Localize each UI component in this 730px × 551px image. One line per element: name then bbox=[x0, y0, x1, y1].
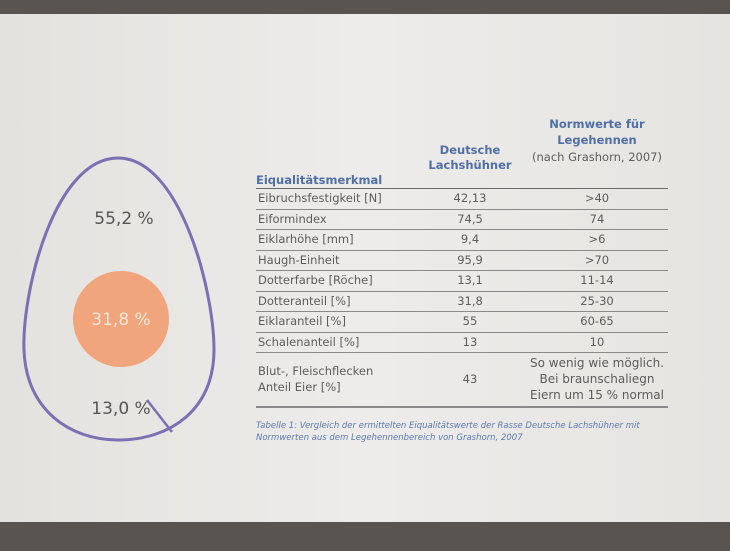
row-rule bbox=[256, 229, 668, 230]
cell: Dotterfarbe [Röche] bbox=[258, 272, 373, 288]
cell: 60-65 bbox=[517, 313, 677, 329]
header-cell: Deutsche bbox=[410, 143, 530, 158]
row-rule bbox=[256, 352, 668, 353]
cell: Dotteranteil [%] bbox=[258, 293, 351, 309]
cell: Blut-, Fleischflecken bbox=[258, 363, 373, 379]
cell: Eiklarhöhe [mm] bbox=[258, 231, 354, 247]
shell-pointer bbox=[147, 400, 172, 432]
header-cell: Normwerte für bbox=[527, 117, 667, 132]
egg-label: 31,8 % bbox=[91, 310, 150, 330]
cell: Bei braunschaliegn bbox=[517, 371, 677, 387]
cell: So wenig wie möglich. bbox=[517, 355, 677, 371]
cell: Eiformindex bbox=[258, 211, 327, 227]
row-rule bbox=[256, 291, 668, 292]
row-rule bbox=[256, 270, 668, 271]
cell: 11-14 bbox=[517, 272, 677, 288]
row-rule bbox=[256, 332, 668, 333]
header-cell: Eiqualitätsmerkmal bbox=[256, 173, 382, 188]
cell: Eibruchsfestigkeit [N] bbox=[258, 190, 382, 206]
cell: >6 bbox=[517, 231, 677, 247]
cell: 25-30 bbox=[517, 293, 677, 309]
caption: Normwerten aus dem Legehennenbereich von… bbox=[256, 432, 523, 444]
cell: Haugh-Einheit bbox=[258, 252, 340, 268]
header-note: (nach Grashorn, 2007) bbox=[517, 150, 677, 165]
header-rule bbox=[256, 188, 668, 189]
cell: 10 bbox=[517, 334, 677, 350]
cell: >40 bbox=[517, 190, 677, 206]
cell: Eiklaranteil [%] bbox=[258, 313, 346, 329]
caption: Tabelle 1: Vergleich der ermittelten Eiq… bbox=[256, 420, 640, 432]
egg-label: 55,2 % bbox=[94, 209, 153, 229]
row-rule bbox=[256, 209, 668, 210]
cell: Anteil Eier [%] bbox=[258, 379, 341, 395]
row-rule bbox=[256, 311, 668, 312]
cell: 74 bbox=[517, 211, 677, 227]
header-cell: Lachshühner bbox=[410, 158, 530, 173]
header-cell: Legehennen bbox=[527, 133, 667, 148]
page: 55,2 % 31,8 % 13,0 % Eiqualitätsmerkmal D… bbox=[0, 0, 730, 551]
cell: >70 bbox=[517, 252, 677, 268]
egg-label: 13,0 % bbox=[91, 399, 150, 419]
cell: Schalenanteil [%] bbox=[258, 334, 359, 350]
row-rule bbox=[256, 406, 668, 408]
row-rule bbox=[256, 250, 668, 251]
cell: Eiern um 15 % normal bbox=[517, 387, 677, 403]
